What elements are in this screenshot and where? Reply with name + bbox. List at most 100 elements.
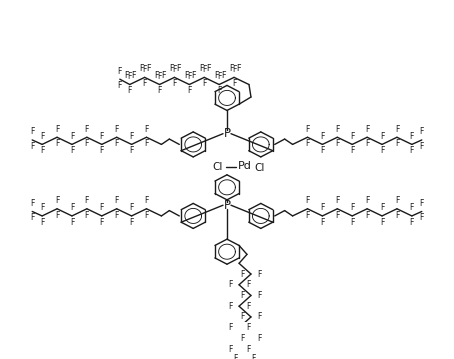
Text: F: F [306, 196, 310, 205]
Text: F: F [129, 132, 134, 141]
Text: F: F [419, 127, 424, 136]
Text: F: F [240, 291, 244, 300]
Text: F: F [99, 146, 104, 155]
Text: F: F [335, 125, 340, 134]
Text: F: F [128, 72, 132, 81]
Text: F: F [114, 139, 119, 148]
Text: F: F [236, 64, 240, 73]
Text: F: F [30, 199, 35, 208]
Text: F: F [70, 204, 74, 213]
Text: F: F [144, 139, 148, 148]
Text: F: F [85, 125, 89, 134]
Text: F: F [144, 125, 148, 134]
Text: P: P [223, 127, 231, 140]
Text: F: F [214, 71, 218, 80]
Text: F: F [320, 204, 325, 213]
Text: F: F [99, 218, 104, 227]
Text: F: F [350, 132, 355, 141]
Text: F: F [306, 125, 310, 134]
Text: F: F [144, 196, 148, 205]
Text: F: F [380, 218, 384, 227]
Text: F: F [232, 79, 236, 88]
Text: F: F [380, 132, 384, 141]
Text: F: F [335, 196, 340, 205]
Text: F: F [70, 218, 74, 227]
Text: F: F [419, 142, 424, 151]
Text: F: F [202, 65, 207, 74]
Text: F: F [144, 210, 148, 220]
Text: F: F [365, 139, 369, 148]
Text: F: F [199, 64, 203, 73]
Text: F: F [228, 302, 232, 311]
Text: Cl: Cl [255, 163, 265, 173]
Text: F: F [410, 132, 414, 141]
Text: F: F [217, 86, 222, 95]
Text: F: F [350, 146, 355, 155]
Text: F: F [118, 81, 122, 90]
Text: F: F [55, 125, 59, 134]
Text: F: F [350, 204, 355, 213]
Text: F: F [129, 218, 134, 227]
Text: F: F [154, 71, 159, 80]
Text: F: F [143, 79, 147, 88]
Text: P: P [223, 199, 231, 212]
Text: F: F [240, 270, 244, 279]
Text: Cl: Cl [213, 162, 223, 172]
Text: F: F [114, 196, 119, 205]
Text: F: F [99, 132, 104, 141]
Text: F: F [395, 210, 399, 220]
Text: F: F [221, 71, 225, 80]
Text: F: F [158, 86, 162, 95]
Text: F: F [240, 334, 244, 343]
Text: F: F [202, 79, 207, 88]
Text: F: F [143, 65, 147, 74]
Text: F: F [306, 139, 310, 148]
Text: F: F [114, 125, 119, 134]
Text: F: F [70, 146, 74, 155]
Text: F: F [70, 132, 74, 141]
Text: F: F [128, 86, 132, 95]
Text: F: F [30, 142, 35, 151]
Text: F: F [55, 196, 59, 205]
Text: F: F [335, 139, 340, 148]
Text: F: F [146, 64, 151, 73]
Text: F: F [184, 71, 188, 80]
Text: F: F [187, 86, 192, 95]
Text: F: F [246, 302, 250, 311]
Text: F: F [40, 146, 44, 155]
Text: F: F [246, 323, 250, 332]
Text: F: F [365, 210, 369, 220]
Text: F: F [380, 204, 384, 213]
Text: F: F [40, 132, 44, 141]
Text: F: F [139, 64, 144, 73]
Text: F: F [335, 210, 340, 220]
Text: F: F [129, 204, 134, 213]
Text: F: F [114, 210, 119, 220]
Text: F: F [187, 72, 192, 81]
Text: F: F [320, 132, 325, 141]
Text: F: F [258, 312, 262, 321]
Text: F: F [410, 146, 414, 155]
Text: F: F [258, 270, 262, 279]
Text: F: F [129, 146, 134, 155]
Text: F: F [240, 312, 244, 321]
Text: F: F [365, 125, 369, 134]
Text: F: F [124, 71, 129, 80]
Text: F: F [40, 204, 44, 213]
Text: F: F [228, 345, 232, 354]
Text: F: F [320, 146, 325, 155]
Text: F: F [228, 323, 232, 332]
Text: F: F [258, 334, 262, 343]
Text: F: F [40, 218, 44, 227]
Text: F: F [55, 210, 59, 220]
Text: F: F [55, 139, 59, 148]
Text: F: F [99, 204, 104, 213]
Text: F: F [176, 64, 181, 73]
Text: F: F [410, 218, 414, 227]
Text: F: F [132, 71, 136, 80]
Text: F: F [118, 67, 122, 76]
Text: F: F [306, 210, 310, 220]
Text: F: F [30, 213, 35, 222]
Text: F: F [395, 196, 399, 205]
Text: F: F [395, 125, 399, 134]
